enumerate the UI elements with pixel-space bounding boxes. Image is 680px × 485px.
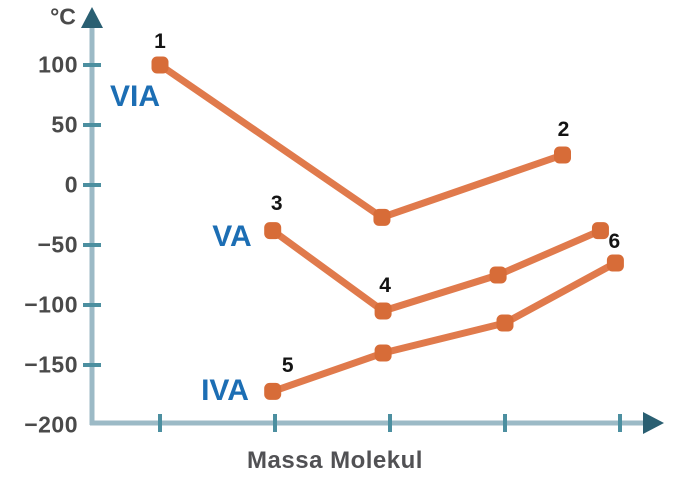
y-tick-label: −200 <box>24 411 78 438</box>
x-axis-arrow <box>643 412 664 434</box>
data-point-va-4 <box>591 222 609 240</box>
data-point-va-2 <box>374 302 392 320</box>
data-point-iva-1 <box>264 382 282 400</box>
series-line-va <box>269 227 604 315</box>
y-tick-label: 100 <box>38 51 78 78</box>
series-line-iva <box>269 259 619 395</box>
group-label-va: VA <box>212 220 252 253</box>
point-number-label: 3 <box>270 191 283 215</box>
y-axis-unit-label: °C <box>50 3 76 30</box>
data-point-via-1 <box>151 56 169 74</box>
group-label-via: VIA <box>109 80 161 113</box>
y-tick-label: 0 <box>64 171 78 198</box>
data-point-iva-3 <box>496 314 514 332</box>
y-axis-arrow <box>81 7 103 28</box>
data-point-va-3 <box>489 266 507 284</box>
data-point-iva-2 <box>374 344 392 362</box>
point-number-label: 6 <box>608 230 621 253</box>
y-tick-label: −50 <box>37 231 78 258</box>
series-line-via <box>156 61 566 221</box>
y-tick-label: −100 <box>24 291 78 318</box>
data-point-via-3 <box>554 146 571 164</box>
data-point-va-1 <box>264 222 282 240</box>
point-number-label: 5 <box>281 354 294 378</box>
y-tick-label: 50 <box>51 111 78 138</box>
data-point-iva-4 <box>606 254 624 272</box>
data-point-via-2 <box>373 208 391 226</box>
y-tick-label: −150 <box>24 351 78 378</box>
point-number-label: 1 <box>154 30 166 53</box>
point-number-label: 2 <box>557 118 570 141</box>
point-number-label: 4 <box>379 274 391 297</box>
x-axis-title: Massa Molekul <box>247 447 423 474</box>
group-label-iva: IVA <box>201 374 249 407</box>
